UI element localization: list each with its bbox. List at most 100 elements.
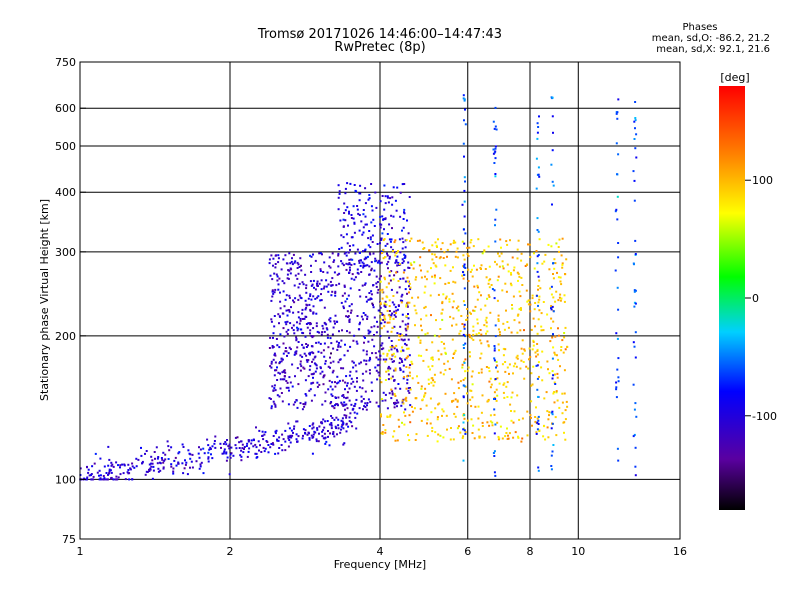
data-point xyxy=(495,128,498,131)
data-point xyxy=(167,445,170,448)
data-point xyxy=(184,463,187,466)
data-point xyxy=(538,279,541,282)
data-point xyxy=(513,410,516,413)
data-point xyxy=(343,202,346,205)
data-point xyxy=(480,342,483,345)
data-point xyxy=(497,328,500,331)
data-point xyxy=(409,387,411,389)
data-point xyxy=(384,429,387,432)
data-point xyxy=(522,361,525,363)
data-point xyxy=(394,367,397,370)
data-point xyxy=(344,343,346,346)
data-point xyxy=(327,435,329,438)
data-point xyxy=(304,429,307,432)
data-point xyxy=(311,452,314,455)
data-point xyxy=(400,358,403,361)
data-point xyxy=(449,243,452,246)
data-point xyxy=(269,365,272,368)
data-point xyxy=(236,436,239,439)
data-point xyxy=(494,145,497,148)
data-point xyxy=(310,399,313,402)
data-point xyxy=(211,457,214,460)
data-point xyxy=(436,440,439,443)
data-point xyxy=(295,350,298,353)
data-point xyxy=(372,252,375,255)
data-point xyxy=(518,418,521,421)
data-point xyxy=(388,274,391,277)
data-point xyxy=(368,369,371,372)
data-point xyxy=(190,460,193,463)
data-point xyxy=(388,255,391,258)
data-point xyxy=(141,462,144,465)
data-point xyxy=(555,354,558,357)
data-point xyxy=(559,299,562,302)
data-point xyxy=(353,184,356,186)
data-point xyxy=(537,318,540,321)
data-point xyxy=(514,431,517,434)
data-point xyxy=(96,471,99,474)
data-point xyxy=(296,267,299,269)
data-point xyxy=(432,358,434,361)
data-point xyxy=(320,421,322,424)
data-point xyxy=(341,329,343,332)
y-tick-label: 300 xyxy=(55,246,76,259)
data-point xyxy=(517,436,520,439)
data-point xyxy=(356,377,358,380)
data-point xyxy=(376,281,379,283)
data-point xyxy=(393,310,396,313)
data-point xyxy=(355,398,358,401)
data-point xyxy=(322,429,325,432)
data-point xyxy=(464,267,467,269)
data-point xyxy=(396,270,399,273)
data-point xyxy=(368,359,371,362)
data-point xyxy=(380,381,383,384)
data-point xyxy=(288,296,291,299)
data-point xyxy=(378,260,381,263)
data-point xyxy=(510,410,512,412)
data-point xyxy=(550,285,553,288)
data-point xyxy=(530,372,533,375)
data-point xyxy=(456,247,459,250)
data-point xyxy=(391,393,394,396)
data-point xyxy=(289,381,292,384)
data-point xyxy=(532,341,535,343)
data-point xyxy=(433,282,436,285)
data-point xyxy=(254,452,257,455)
data-point xyxy=(521,417,524,420)
data-point xyxy=(463,263,466,266)
data-point xyxy=(329,356,331,359)
data-point xyxy=(365,300,368,303)
data-point xyxy=(189,466,191,469)
data-point xyxy=(292,431,294,434)
data-point xyxy=(270,362,273,365)
data-point xyxy=(552,131,554,134)
data-point xyxy=(159,469,162,472)
data-point xyxy=(464,232,467,235)
data-point xyxy=(444,282,447,285)
data-point xyxy=(122,472,125,475)
data-point xyxy=(402,218,405,220)
data-point xyxy=(291,363,294,366)
data-point xyxy=(349,345,352,348)
data-point xyxy=(175,464,178,467)
data-point xyxy=(463,200,466,203)
data-point xyxy=(452,239,455,242)
data-point xyxy=(554,373,556,376)
data-point xyxy=(386,233,389,235)
data-point xyxy=(400,350,403,353)
data-point xyxy=(395,399,398,402)
data-point xyxy=(276,366,278,369)
data-point xyxy=(536,255,539,258)
data-point xyxy=(529,303,532,306)
data-point xyxy=(462,435,465,438)
data-point xyxy=(360,220,363,223)
data-point xyxy=(370,298,373,300)
data-point xyxy=(444,352,447,355)
data-point xyxy=(520,276,523,279)
data-point xyxy=(536,417,539,420)
data-point xyxy=(369,330,372,333)
data-point xyxy=(288,294,291,297)
data-point xyxy=(362,226,365,229)
data-point xyxy=(374,191,377,194)
data-point xyxy=(503,382,506,385)
